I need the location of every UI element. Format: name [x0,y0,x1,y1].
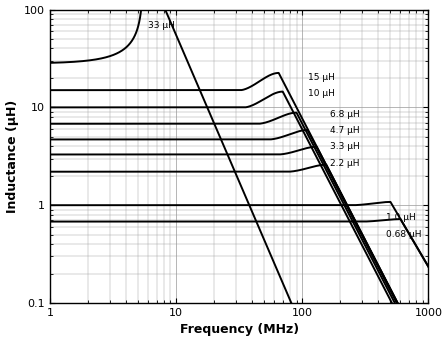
Text: 10 μH: 10 μH [307,89,334,97]
Text: 2.2 μH: 2.2 μH [330,159,359,168]
Text: 33 μH: 33 μH [148,22,175,30]
Text: 3.3 μH: 3.3 μH [330,142,359,151]
Y-axis label: Inductance (μH): Inductance (μH) [5,100,18,213]
Text: 6.8 μH: 6.8 μH [330,110,359,119]
Text: 1.0 μH: 1.0 μH [386,213,416,222]
Text: 15 μH: 15 μH [307,74,334,82]
Text: 0.68 μH: 0.68 μH [386,230,422,239]
Text: 4.7 μH: 4.7 μH [330,126,359,135]
X-axis label: Frequency (MHz): Frequency (MHz) [180,324,299,337]
